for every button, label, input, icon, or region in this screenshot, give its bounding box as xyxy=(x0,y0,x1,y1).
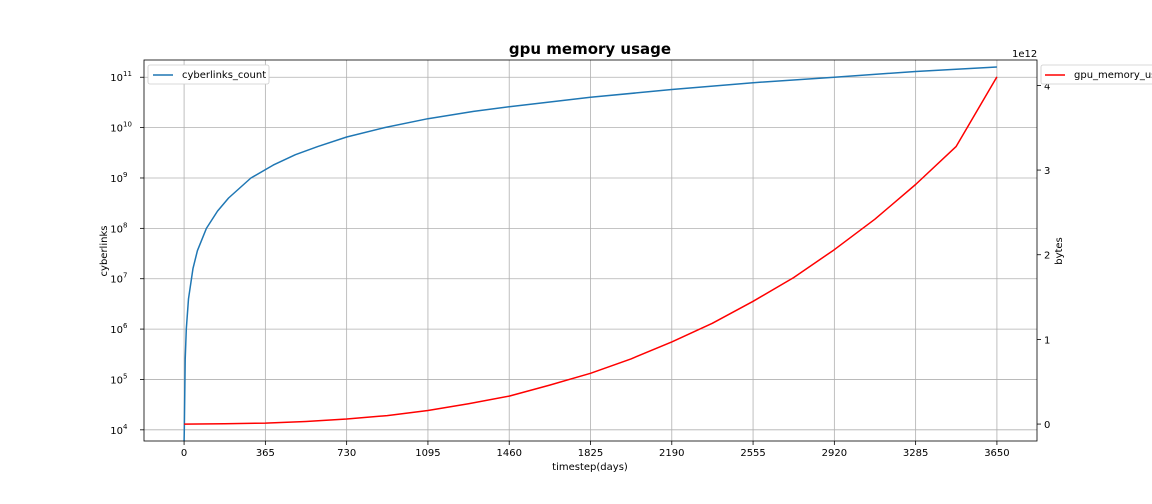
left-tick-exponent: 11 xyxy=(123,70,132,78)
left-tick-exponent: 5 xyxy=(123,372,127,380)
x-tick-label: 3285 xyxy=(903,448,928,459)
x-tick-label: 3650 xyxy=(984,448,1009,459)
left-axis-label: cyberlinks xyxy=(99,226,110,277)
left-tick-label: 10 xyxy=(110,426,123,437)
left-tick-exponent: 10 xyxy=(123,121,132,129)
right-tick-label: 3 xyxy=(1044,166,1050,177)
series-line-cyberlinks_count xyxy=(183,66,997,442)
x-axis-label: timestep(days) xyxy=(552,462,628,473)
left-tick-label: 10 xyxy=(110,174,123,185)
legend-gpu-memory-label: gpu_memory_usage xyxy=(1074,70,1152,81)
legend-right-box xyxy=(1040,64,1152,85)
x-tick-label: 2555 xyxy=(740,448,765,459)
right-tick-label: 0 xyxy=(1044,420,1050,431)
left-tick-exponent: 6 xyxy=(123,322,128,330)
left-tick-label: 10 xyxy=(110,375,123,386)
left-tick-label: 10 xyxy=(110,73,123,84)
legend-left: cyberlinks_count xyxy=(147,64,270,85)
legend-left-box xyxy=(147,64,270,85)
x-tick-label: 1095 xyxy=(415,448,440,459)
legend-cyberlinks-label: cyberlinks_count xyxy=(182,70,266,81)
series-layer xyxy=(183,66,998,442)
x-tick-label: 730 xyxy=(337,448,356,459)
right-tick-label: 2 xyxy=(1044,251,1050,262)
left-tick-label: 10 xyxy=(110,124,123,135)
left-tick-label: 10 xyxy=(110,325,123,336)
x-tick-label: 365 xyxy=(256,448,275,459)
x-tick-label: 1460 xyxy=(496,448,521,459)
right-tick-label: 1 xyxy=(1044,335,1050,346)
left-tick-label: 10 xyxy=(110,224,123,235)
x-tick-label: 1825 xyxy=(578,448,603,459)
grid xyxy=(144,60,1037,441)
series-line-gpu_memory_usage xyxy=(184,76,998,425)
x-tick-label: 2190 xyxy=(659,448,684,459)
x-tick-label: 0 xyxy=(181,448,187,459)
left-tick-exponent: 8 xyxy=(123,221,127,229)
right-axis-label: bytes xyxy=(1054,237,1065,265)
x-tick-label: 2920 xyxy=(822,448,847,459)
x-axis-ticks: 0 365 730 1095 1460 1825 2190 2555 2920 3285 3650 xyxy=(181,441,1010,459)
right-axis-offset-text: 1e12 xyxy=(1012,49,1037,60)
right-axis-ticks: 0 1 2 3 4 xyxy=(1037,81,1050,431)
legend-right: gpu_memory_usage xyxy=(1040,64,1152,85)
chart-title: gpu memory usage xyxy=(509,40,671,58)
left-tick-exponent: 4 xyxy=(123,423,128,431)
left-tick-exponent: 7 xyxy=(123,272,127,280)
left-tick-label: 10 xyxy=(110,275,123,286)
right-tick-label: 4 xyxy=(1044,81,1050,92)
left-tick-exponent: 9 xyxy=(123,171,127,179)
